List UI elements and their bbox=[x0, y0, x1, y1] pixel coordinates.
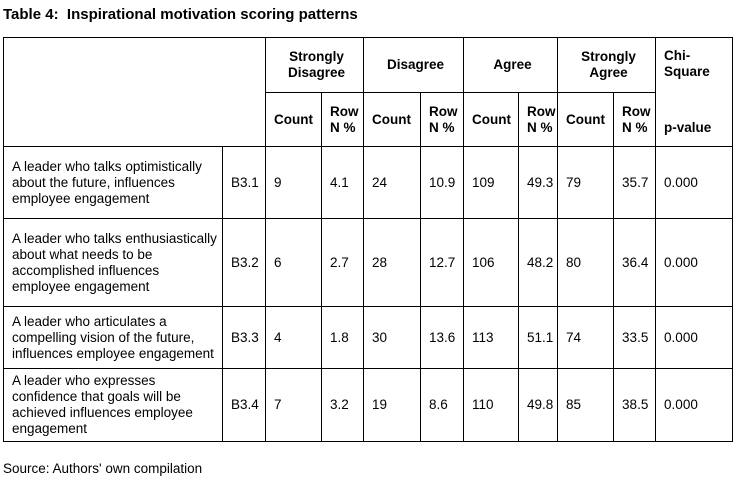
header-cell-count-d: Count bbox=[363, 92, 422, 147]
rowpct-line2: N % bbox=[622, 119, 648, 135]
code-cell: B3.3 bbox=[222, 306, 266, 369]
rowpct-cell: 33.5 bbox=[613, 306, 657, 369]
header-row-scale: Strongly Disagree Disagree Agree Strongl… bbox=[3, 37, 734, 147]
pvalue-cell: 0.000 bbox=[655, 368, 734, 442]
count-cell: 7 bbox=[265, 368, 322, 442]
source-note: Source: Authors' own compilation bbox=[3, 461, 203, 476]
statement-cell: A leader who talks optimistically about … bbox=[3, 146, 223, 219]
count-cell: 109 bbox=[463, 146, 520, 219]
rowpct-cell: 8.6 bbox=[420, 368, 465, 442]
code-cell: B3.4 bbox=[222, 368, 266, 442]
code-cell: B3.2 bbox=[222, 218, 266, 307]
count-cell: 110 bbox=[463, 368, 520, 442]
count-cell: 4 bbox=[265, 306, 322, 369]
statement-cell: A leader who articulates a compelling vi… bbox=[3, 306, 223, 369]
statement-cell: A leader who talks enthusiastically abou… bbox=[3, 218, 223, 307]
empty-corner-cell bbox=[3, 37, 266, 147]
rowpct-line1: Row bbox=[527, 103, 556, 119]
rowpct-cell: 13.6 bbox=[420, 306, 465, 369]
header-cell-chi-square: Chi-Square p-value bbox=[655, 37, 734, 147]
table-row: A leader who talks enthusiastically abou… bbox=[3, 218, 734, 307]
table-row: A leader who talks optimistically about … bbox=[3, 146, 734, 219]
table-row: A leader who articulates a compelling vi… bbox=[3, 306, 734, 369]
count-cell: 80 bbox=[557, 218, 615, 307]
header-row-measures: Count Row N % Count Row N % Count Row N … bbox=[4, 92, 733, 147]
rowpct-cell: 1.8 bbox=[320, 306, 365, 369]
rowpct-cell: 2.7 bbox=[320, 218, 365, 307]
rowpct-cell: 3.2 bbox=[320, 368, 365, 442]
code-cell: B3.1 bbox=[222, 146, 266, 219]
header-cell-rowpct-sd: Row N % bbox=[320, 92, 365, 147]
header-cell-strongly-disagree: Strongly Disagree bbox=[264, 37, 365, 93]
count-cell: 9 bbox=[265, 146, 322, 219]
count-cell: 28 bbox=[363, 218, 422, 307]
p-value-label: p-value bbox=[664, 120, 712, 135]
rowpct-cell: 49.8 bbox=[518, 368, 559, 442]
count-cell: 79 bbox=[557, 146, 615, 219]
rowpct-line1: Row bbox=[330, 103, 359, 119]
header-cell-count-sa: Count bbox=[557, 92, 615, 147]
rowpct-cell: 35.7 bbox=[613, 146, 657, 219]
header-cell-count-sd: Count bbox=[265, 92, 322, 147]
rowpct-cell: 12.7 bbox=[420, 218, 465, 307]
rowpct-cell: 48.2 bbox=[518, 218, 559, 307]
rowpct-cell: 51.1 bbox=[518, 306, 559, 369]
header-cell-count-a: Count bbox=[463, 92, 520, 147]
header-cell-agree: Agree bbox=[463, 37, 559, 93]
count-cell: 19 bbox=[363, 368, 422, 442]
rowpct-cell: 38.5 bbox=[613, 368, 657, 442]
count-cell: 30 bbox=[363, 306, 422, 369]
rowpct-line2: N % bbox=[527, 119, 553, 135]
count-cell: 24 bbox=[363, 146, 422, 219]
header-cell-rowpct-d: Row N % bbox=[420, 92, 465, 147]
header-cell-rowpct-sa: Row N % bbox=[613, 92, 657, 147]
rowpct-cell: 4.1 bbox=[320, 146, 365, 219]
rowpct-line1: Row bbox=[622, 103, 651, 119]
header-cell-strongly-agree: Strongly Agree bbox=[557, 37, 657, 93]
pvalue-cell: 0.000 bbox=[655, 218, 734, 307]
inspirational-motivation-table: Strongly Disagree Disagree Agree Strongl… bbox=[3, 37, 734, 442]
page-title: Table 4: Inspirational motivation scorin… bbox=[3, 6, 358, 23]
chi-square-label: Chi-Square bbox=[664, 48, 710, 79]
count-cell: 113 bbox=[463, 306, 520, 369]
pvalue-cell: 0.000 bbox=[655, 306, 734, 369]
table-row: A leader who expresses confidence that g… bbox=[3, 368, 734, 442]
count-cell: 74 bbox=[557, 306, 615, 369]
statement-cell: A leader who expresses confidence that g… bbox=[3, 368, 223, 442]
header-cell-disagree: Disagree bbox=[363, 37, 465, 93]
count-cell: 6 bbox=[265, 218, 322, 307]
count-cell: 85 bbox=[557, 368, 615, 442]
rowpct-line1: Row bbox=[429, 103, 458, 119]
rowpct-cell: 49.3 bbox=[518, 146, 559, 219]
rowpct-line2: N % bbox=[429, 119, 455, 135]
count-cell: 106 bbox=[463, 218, 520, 307]
pvalue-cell: 0.000 bbox=[655, 146, 734, 219]
header-cell-rowpct-a: Row N % bbox=[518, 92, 559, 147]
rowpct-line2: N % bbox=[330, 119, 356, 135]
rowpct-cell: 10.9 bbox=[420, 146, 465, 219]
rowpct-cell: 36.4 bbox=[613, 218, 657, 307]
